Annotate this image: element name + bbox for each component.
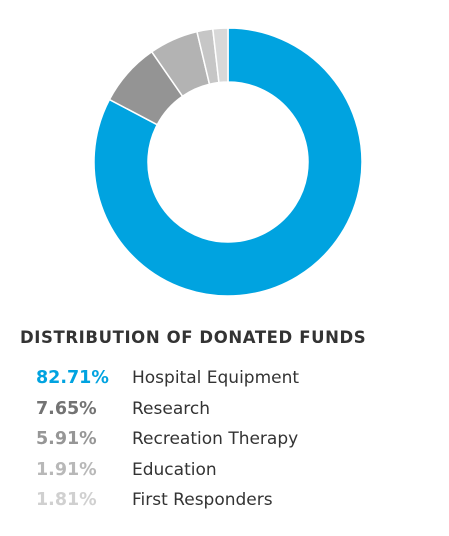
legend-percentage: 1.91%	[36, 459, 97, 480]
donut-slice-hospital-equipment	[93, 27, 363, 297]
chart-title: DISTRIBUTION OF DONATED FUNDS	[20, 328, 367, 347]
legend-label: Hospital Equipment	[132, 368, 300, 389]
legend-item: 82.71% Hospital Equipment	[36, 363, 299, 394]
legend-percentage: 7.65%	[36, 398, 97, 419]
donut-slice-first-responders	[211, 27, 229, 84]
donut-chart	[93, 27, 363, 297]
legend-percentage: 5.91%	[36, 429, 97, 450]
legend-percentage: 1.81%	[36, 490, 97, 511]
legend-item: 5.91% Recreation Therapy	[36, 424, 299, 455]
legend-label: Education	[132, 459, 217, 480]
legend: 82.71% Hospital Equipment 7.65% Research 5.9…	[36, 363, 299, 516]
legend-percentage: 82.71%	[36, 368, 109, 389]
legend-item: 7.65% Research	[36, 394, 299, 425]
legend-label: Recreation Therapy	[132, 429, 299, 450]
legend-item: 1.81% First Responders	[36, 485, 299, 516]
legend-label: Research	[132, 398, 210, 419]
legend-item: 1.91% Education	[36, 455, 299, 486]
legend-label: First Responders	[132, 490, 273, 511]
